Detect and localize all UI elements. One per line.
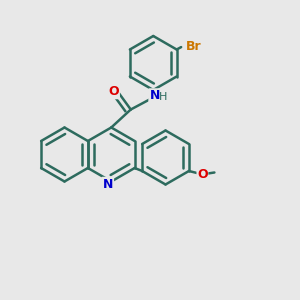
Text: Br: Br: [186, 40, 201, 53]
Text: N: N: [150, 89, 160, 103]
Text: H: H: [159, 92, 167, 102]
Text: O: O: [197, 167, 208, 181]
Text: N: N: [103, 178, 113, 191]
Text: O: O: [108, 85, 119, 98]
